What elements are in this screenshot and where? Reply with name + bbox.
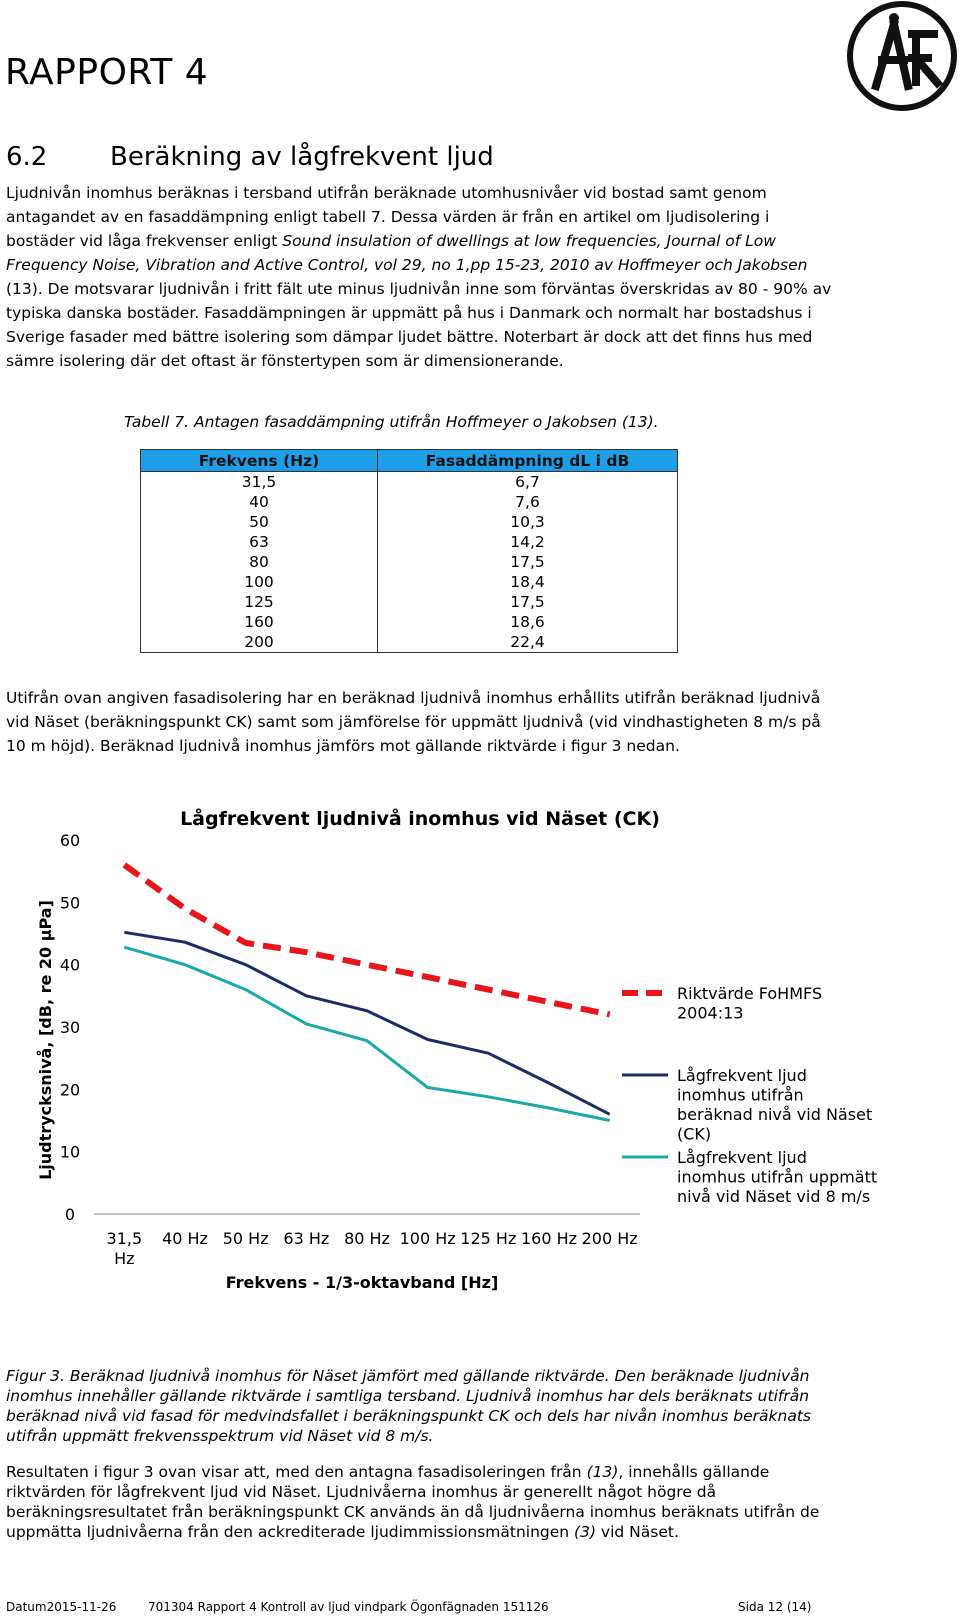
table-cell: 200 [140, 632, 378, 653]
x-tick-label: 40 Hz [162, 1229, 208, 1248]
analysis-paragraph: Utifrån ovan angiven fasadisolering har … [6, 689, 821, 755]
x-tick-label: 100 Hz [400, 1229, 456, 1248]
intro-reference-title: Sound insulation of dwellings at low fre… [6, 232, 808, 274]
table-row: 31,5 6,7 [140, 471, 678, 492]
y-tick-label: 40 [60, 956, 80, 975]
footer-page-number: Sida 12 (14) [738, 1600, 812, 1614]
results-text-3: vid Näset. [596, 1523, 679, 1541]
table-row: 100 18,4 [140, 572, 678, 592]
table-cell: 17,5 [377, 592, 678, 612]
x-tick-label: 31,5 Hz [107, 1229, 143, 1268]
table-cell: 10,3 [377, 512, 678, 532]
y-tick-label: 0 [65, 1205, 75, 1224]
intro-text-2: (13). De motsvarar ljudnivån i fritt fäl… [6, 280, 832, 370]
footer-document: 701304 Rapport 4 Kontroll av ljud vindpa… [148, 1600, 549, 1614]
table-cell: 6,7 [377, 471, 678, 492]
x-tick-label: 80 Hz [344, 1229, 390, 1248]
intro-text-1: Ljudnivån inomhus beräknas i tersband ut… [6, 184, 770, 250]
y-tick-label: 50 [60, 893, 80, 912]
x-tick-label: 200 Hz [582, 1229, 638, 1248]
y-tick-label: 60 [60, 831, 80, 850]
series-line [124, 930, 611, 1116]
results-text-1: Resultaten i figur 3 ovan visar att, med… [6, 1463, 587, 1481]
table-cell: 18,6 [377, 612, 678, 632]
x-tick-label: 63 Hz [283, 1229, 329, 1248]
results-reference: (13) [586, 1463, 619, 1481]
table-cell: 160 [140, 612, 378, 632]
legend-label: Lågfrekvent ljud inomhus utifrån beräknad … [677, 1066, 872, 1144]
table-row: 40 7,6 [140, 492, 678, 512]
results-paragraph: Resultaten i figur 3 ovan visar att, med… [6, 1462, 836, 1542]
table-cell: 22,4 [377, 632, 678, 653]
table-row: 200 22,4 [140, 632, 678, 653]
figure-caption: Figur 3. Beräknad ljudnivå inomhus för N… [6, 1367, 811, 1445]
table-cell: 18,4 [377, 572, 678, 592]
table-cell: 14,2 [377, 532, 678, 552]
y-tick-label: 10 [60, 1143, 80, 1162]
series-line [123, 945, 611, 1122]
y-tick-label: 30 [60, 1018, 80, 1037]
x-tick-label: 125 Hz [460, 1229, 516, 1248]
table-row: 80 17,5 [140, 552, 678, 572]
intro-paragraph: Ljudnivån inomhus beräknas i tersband ut… [6, 181, 836, 373]
legend-label: Lågfrekvent ljud inomhus utifrån uppmätt n… [677, 1148, 877, 1206]
table-caption: Tabell 7. Antagen fasaddämpning utifrån … [124, 413, 659, 431]
table-row: 63 14,2 [140, 532, 678, 552]
legend-label: Riktvärde FoHMFS 2004:13 [677, 984, 822, 1023]
table-cell: 125 [140, 592, 378, 612]
table-cell: 63 [140, 532, 378, 552]
report-title: RAPPORT 4 [5, 52, 209, 93]
section-number: 6.2 [6, 142, 48, 172]
results-reference: (3) [574, 1523, 596, 1541]
company-logo-icon [847, 1, 957, 111]
y-axis-label: Ljudtrycksnivå, [dB, re 20 µPa] [36, 900, 55, 1180]
table-row: 50 10,3 [140, 512, 678, 532]
table-cell: 17,5 [377, 552, 678, 572]
series-line [122, 862, 611, 1018]
x-axis-label: Frekvens - 1/3-oktavband [Hz] [226, 1273, 499, 1292]
section-title: Beräkning av lågfrekvent ljud [110, 142, 494, 172]
table-row: 125 17,5 [140, 592, 678, 612]
table-cell: 80 [140, 552, 378, 572]
table-header-damping: Fasaddämpning dL i dB [377, 449, 678, 472]
y-tick-label: 20 [60, 1080, 80, 1099]
damping-table: Frekvens (Hz) Fasaddämpning dL i dB 31,5… [140, 449, 678, 653]
table-cell: 100 [140, 572, 378, 592]
table-cell: 7,6 [377, 492, 678, 512]
table-cell: 50 [140, 512, 378, 532]
footer-date: Datum2015-11-26 [6, 1600, 117, 1614]
results-text-2: , innehålls gällande riktvärden för lågf… [6, 1463, 820, 1541]
x-tick-label: 160 Hz [521, 1229, 577, 1248]
line-chart: Lågfrekvent ljudnivå inomhus vid Näset (… [36, 806, 877, 1292]
chart-title: Lågfrekvent ljudnivå inomhus vid Näset (… [180, 806, 660, 830]
table-row: 160 18,6 [140, 612, 678, 632]
table-cell: 40 [140, 492, 378, 512]
table-cell: 31,5 [140, 471, 378, 492]
section-heading: 6.2 Beräkning av lågfrekvent ljud [6, 142, 494, 172]
table-header-frequency: Frekvens (Hz) [140, 449, 378, 472]
x-tick-label: 50 Hz [223, 1229, 269, 1248]
